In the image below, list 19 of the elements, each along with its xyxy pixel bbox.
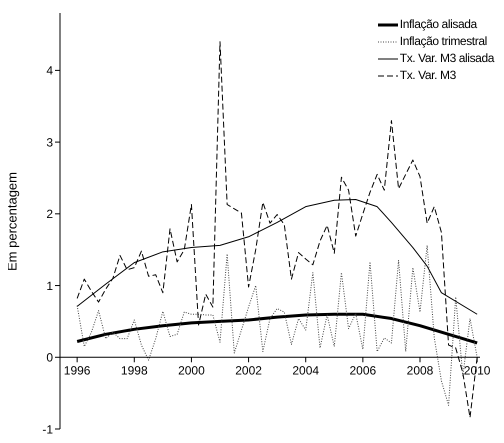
- y-tick-label: 3: [46, 135, 54, 150]
- x-tick-label: 2010: [464, 363, 491, 378]
- x-tick-label: 2004: [292, 363, 320, 378]
- legend-label: Inflação trimestral: [400, 33, 487, 50]
- y-tick-label: -1: [42, 422, 54, 436]
- y-axis-title: Em percentagem: [4, 172, 20, 271]
- y-tick-label: 0: [46, 350, 54, 365]
- x-tick-label: 1996: [64, 363, 91, 378]
- y-tick-label: 1: [46, 278, 54, 293]
- x-tick-label: 2000: [178, 363, 206, 378]
- y-tick-label: 2: [46, 207, 54, 222]
- x-tick-label: 1998: [120, 363, 148, 378]
- y-tick-label: 4: [46, 64, 54, 78]
- legend-label: Tx. Var. M3: [400, 67, 456, 84]
- x-tick-label: 2008: [406, 363, 434, 378]
- legend-label: Inflação alisada: [400, 16, 477, 33]
- legend-label: Tx. Var. M3 alisada: [400, 50, 494, 67]
- x-tick-label: 2002: [235, 363, 262, 378]
- x-tick-label: 2006: [350, 363, 377, 378]
